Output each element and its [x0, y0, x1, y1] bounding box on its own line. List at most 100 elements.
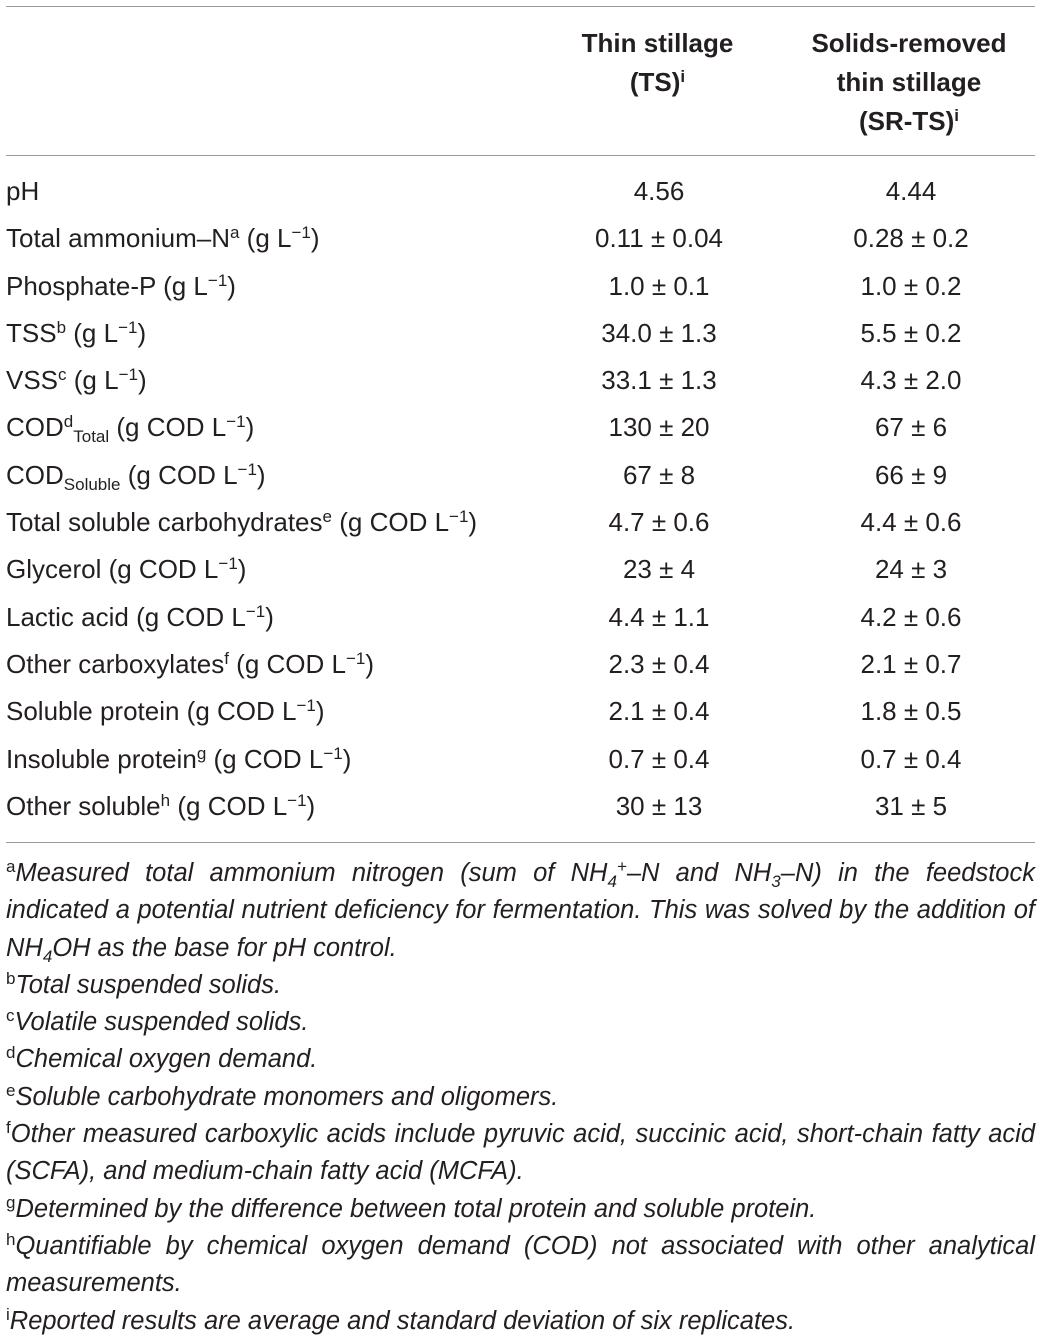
footnote-superscript: +	[616, 857, 627, 876]
footnote-mark: e	[322, 507, 332, 527]
header-line: thin stillage	[836, 67, 982, 97]
row-label: Insoluble proteing (g COD L−1)	[6, 737, 351, 781]
unit-exponent: −1	[449, 507, 469, 527]
cell-thin-stillage: 4.4 ± 1.1	[608, 601, 710, 632]
unit-exponent: −1	[296, 696, 316, 716]
unit-close: )	[315, 696, 325, 727]
unit-close: )	[468, 507, 478, 538]
unit-text: (g L	[66, 365, 119, 396]
cell-solids-removed: 31 ± 5	[874, 790, 948, 821]
table-row: Other carboxylatesf (g COD L−1) 2.3 ± 0.4…	[6, 642, 1036, 689]
footnote-text: –N) in the feedstock indicated a potenti…	[6, 859, 1035, 962]
column-header-thin-stillage: Thin stillage (TS)i	[560, 24, 755, 102]
cell-thin-stillage: 67 ± 8	[622, 459, 696, 490]
unit-close: )	[365, 648, 375, 679]
label-text: Soluble protein (g COD L	[6, 696, 297, 727]
footnote-mark: h	[6, 1229, 16, 1249]
cell-thin-stillage: 4.56	[633, 176, 685, 206]
unit-text: (g COD L	[109, 412, 227, 443]
footnote-mark: f	[224, 648, 229, 668]
table-row: CODSoluble (g COD L−1) 67 ± 8 66 ± 9	[6, 453, 1036, 500]
header-footnote-mark: i	[954, 106, 960, 125]
unit-close: )	[137, 365, 147, 396]
top-rule	[6, 6, 1035, 7]
row-label: Other solubleh (g COD L−1)	[6, 784, 315, 828]
footnote-mark: b	[56, 317, 67, 337]
row-label: Total soluble carbohydratese (g COD L−1)	[6, 500, 477, 544]
table-row: Insoluble proteing (g COD L−1) 0.7 ± 0.4 0…	[6, 737, 1036, 784]
unit-text: (g COD L	[170, 790, 288, 821]
footnote-mark: i	[6, 1304, 10, 1324]
footnote-text: –N and NH	[626, 859, 772, 887]
table-row: VSSc (g L−1) 33.1 ± 1.3 4.3 ± 2.0	[6, 358, 1036, 405]
label-text: Total ammonium–N	[6, 223, 230, 254]
footnote-text: Determined by the difference between tot…	[15, 1194, 817, 1223]
cell-solids-removed: 67 ± 6	[874, 412, 948, 443]
table-row: Glycerol (g COD L−1) 23 ± 4 24 ± 3	[6, 547, 1036, 594]
unit-exponent: −1	[226, 412, 246, 432]
unit-exponent: −1	[291, 223, 311, 243]
unit-close: )	[137, 317, 147, 348]
footnote-mark: f	[6, 1118, 11, 1138]
label-text: VSS	[6, 365, 59, 396]
unit-text: (g COD L	[228, 648, 346, 679]
footer-rule	[6, 842, 1035, 843]
row-label: Lactic acid (g COD L−1)	[6, 595, 274, 639]
unit-close: )	[245, 412, 255, 443]
label-text: COD	[6, 459, 64, 490]
unit-exponent: −1	[245, 601, 266, 621]
footnote-mark: c	[58, 365, 67, 385]
footnote-mark: e	[6, 1080, 16, 1100]
unit-close: )	[306, 790, 316, 821]
cell-solids-removed: 0.7 ± 0.4	[860, 743, 962, 774]
cell-thin-stillage: 33.1 ± 1.3	[601, 365, 717, 396]
footnote-f: fOther measured carboxylic acids include…	[6, 1116, 1035, 1191]
unit-text: (g L	[66, 317, 119, 348]
table-row: pH 4.56 4.44	[6, 169, 1036, 216]
header-rule	[6, 155, 1035, 156]
footnote-mark: d	[6, 1043, 16, 1063]
row-label: pH	[6, 169, 39, 213]
footnote-mark: g	[6, 1192, 16, 1212]
unit-exponent: −1	[287, 790, 307, 810]
header-abbrev: (SR-TS)	[858, 106, 955, 136]
cell-thin-stillage: 30 ± 13	[615, 790, 703, 821]
header-line: (TS)i	[560, 63, 755, 102]
footnote-subscript: 4	[42, 946, 53, 966]
unit-close: )	[227, 270, 236, 301]
row-label: VSSc (g L−1)	[6, 358, 147, 402]
unit-exponent: −1	[345, 648, 366, 668]
table-row: Total ammonium–Na (g L−1) 0.11 ± 0.04 0.28…	[6, 216, 1036, 263]
label-text: Insoluble protein	[6, 743, 197, 774]
footnote-mark: b	[6, 968, 16, 988]
cell-solids-removed: 2.1 ± 0.7	[860, 648, 962, 679]
cell-solids-removed: 4.44	[885, 176, 937, 206]
cell-thin-stillage: 1.0 ± 0.1	[608, 270, 710, 301]
table-row: CODdTotal (g COD L−1) 130 ± 20 67 ± 6	[6, 405, 1036, 452]
footnote-e: eSoluble carbohydrate monomers and oligo…	[6, 1079, 1035, 1116]
footnote-mark: d	[63, 412, 74, 432]
footnote-text: Measured total ammonium nitrogen (sum of…	[15, 859, 608, 887]
cell-solids-removed: 4.2 ± 0.6	[860, 601, 962, 632]
label-text: Other carboxylates	[6, 648, 225, 679]
cell-solids-removed: 1.8 ± 0.5	[860, 696, 962, 727]
cell-thin-stillage: 4.7 ± 0.6	[608, 507, 710, 538]
footnote-text: Volatile suspended solids.	[14, 1008, 309, 1037]
footnotes: aMeasured total ammonium nitrogen (sum o…	[6, 855, 1035, 1340]
footnote-mark: a	[229, 223, 240, 243]
cell-solids-removed: 24 ± 3	[874, 554, 948, 585]
table-row: TSSb (g L−1) 34.0 ± 1.3 5.5 ± 0.2	[6, 311, 1036, 358]
footnote-text: Soluble carbohydrate monomers and oligom…	[15, 1082, 559, 1111]
table-row: Total soluble carbohydratese (g COD L−1)…	[6, 500, 1036, 547]
row-label: CODdTotal (g COD L−1)	[6, 405, 254, 449]
unit-exponent: −1	[118, 365, 138, 385]
label-text: Phosphate-P (g L	[6, 270, 208, 301]
cell-solids-removed: 66 ± 9	[874, 459, 948, 490]
row-label: TSSb (g L−1)	[6, 311, 146, 355]
header-line: Solids-removed	[811, 28, 1007, 58]
header-footnote-mark: i	[680, 67, 686, 86]
footnote-subscript: 4	[607, 872, 617, 891]
row-label: Total ammonium–Na (g L−1)	[6, 216, 320, 260]
cell-thin-stillage: 34.0 ± 1.3	[601, 317, 717, 348]
unit-exponent: −1	[218, 554, 238, 574]
